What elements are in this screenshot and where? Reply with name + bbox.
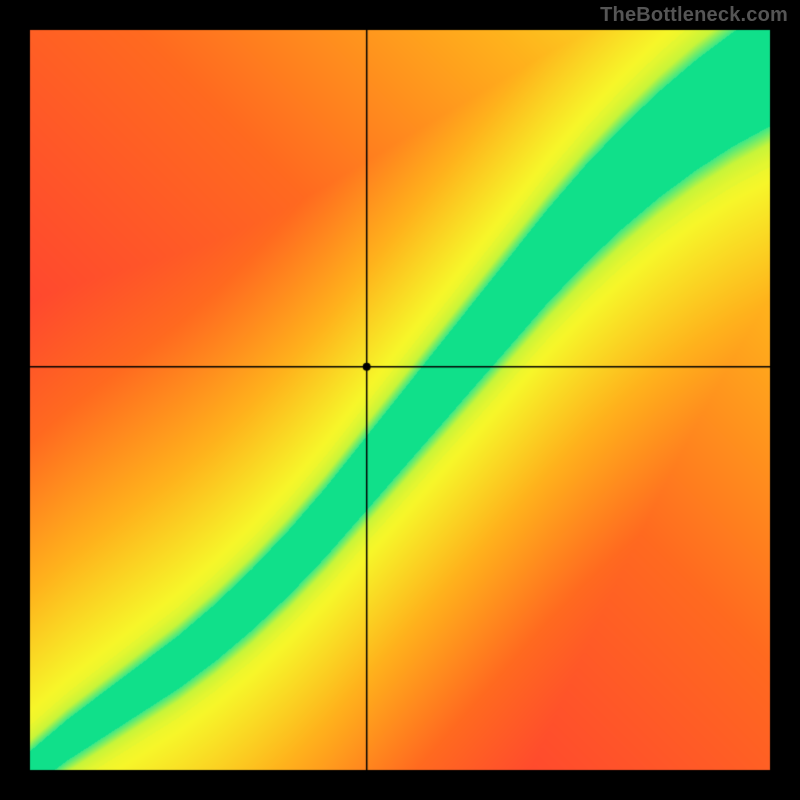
heatmap-canvas bbox=[0, 0, 800, 800]
watermark-text: TheBottleneck.com bbox=[600, 4, 788, 27]
chart-container: TheBottleneck.com bbox=[0, 0, 800, 800]
